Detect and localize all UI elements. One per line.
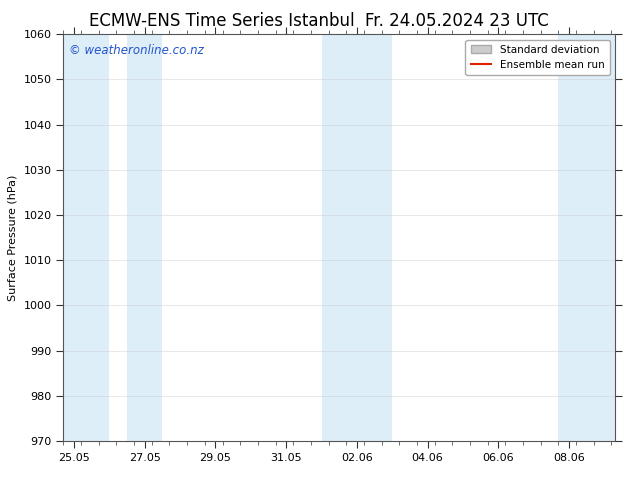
Bar [127,34,162,441]
Bar [321,34,392,441]
Bar [63,34,110,441]
Text: ECMW-ENS Time Series Istanbul: ECMW-ENS Time Series Istanbul [89,12,354,30]
Bar [559,34,615,441]
Y-axis label: Surface Pressure (hPa): Surface Pressure (hPa) [8,174,18,301]
Text: Fr. 24.05.2024 23 UTC: Fr. 24.05.2024 23 UTC [365,12,548,30]
Text: © weatheronline.co.nz: © weatheronline.co.nz [69,45,204,57]
Legend: Standard deviation, Ensemble mean run: Standard deviation, Ensemble mean run [465,40,610,75]
